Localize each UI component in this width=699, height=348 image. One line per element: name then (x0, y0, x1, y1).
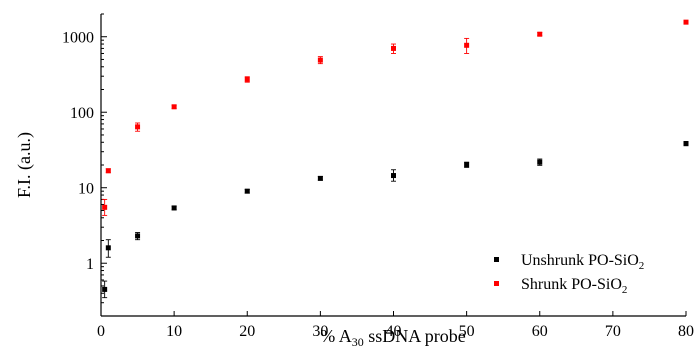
x-axis-label-prefix: % A (320, 326, 352, 346)
x-tick-label: 40 (386, 323, 402, 340)
data-point (102, 204, 108, 210)
x-axis-label-suffix: ssDNA probe (364, 326, 466, 346)
x-tick-label: 60 (532, 323, 548, 340)
x-tick-label: 80 (678, 323, 694, 340)
axes (100, 14, 686, 317)
x-axis-label-subscript: 30 (352, 335, 364, 348)
x-tick-label: 50 (459, 323, 475, 340)
legend-label-shrunk: Shrunk PO-SiO2 (521, 276, 627, 296)
data-point (391, 45, 396, 51)
series-1 (102, 19, 689, 216)
legend-label-unshrunk-sub: 2 (639, 260, 645, 272)
y-tick-label: 1 (86, 256, 94, 273)
data-point (464, 162, 470, 168)
legend-label-shrunk-sub: 2 (622, 284, 628, 296)
x-tick-label: 20 (239, 323, 255, 340)
y-ticks: 1 10 100 1000 (62, 13, 107, 317)
legend-label-unshrunk: Unshrunk PO-SiO2 (521, 252, 644, 272)
legend: Unshrunk PO-SiO2 Shrunk PO-SiO2 (494, 252, 644, 296)
legend-marker-shrunk (494, 281, 499, 286)
data-point (135, 124, 141, 130)
data-point (683, 19, 689, 25)
series-layer (102, 19, 689, 299)
data-point (391, 173, 396, 179)
legend-label-shrunk-main: Shrunk PO-SiO (521, 276, 622, 293)
y-tick-label: 1000 (62, 30, 94, 47)
y-axis-label: F.I. (a.u.) (14, 132, 35, 198)
data-point (683, 141, 689, 147)
series-0 (102, 141, 689, 299)
data-point (171, 205, 177, 211)
data-point (537, 31, 543, 37)
data-point (537, 159, 543, 165)
data-point (464, 42, 470, 48)
x-axis-label: % A30 ssDNA probe (320, 326, 466, 348)
y-tick-label: 100 (70, 105, 94, 122)
data-point (171, 104, 177, 110)
data-point (105, 245, 111, 251)
x-tick-label: 70 (605, 323, 621, 340)
x-tick-label: 10 (166, 323, 182, 340)
data-point (317, 57, 323, 63)
legend-marker-unshrunk (494, 257, 499, 262)
data-point (135, 233, 141, 239)
x-tick-label: 30 (312, 323, 328, 340)
x-tick-label: 0 (97, 323, 105, 340)
data-point (317, 175, 323, 181)
data-point (102, 286, 108, 292)
data-point (244, 76, 250, 82)
legend-label-unshrunk-main: Unshrunk PO-SiO (521, 252, 639, 269)
data-point (105, 168, 111, 174)
data-point (244, 188, 250, 194)
y-tick-label: 10 (78, 181, 94, 198)
x-ticks: 0 10 20 30 40 50 60 70 80 (97, 311, 694, 340)
